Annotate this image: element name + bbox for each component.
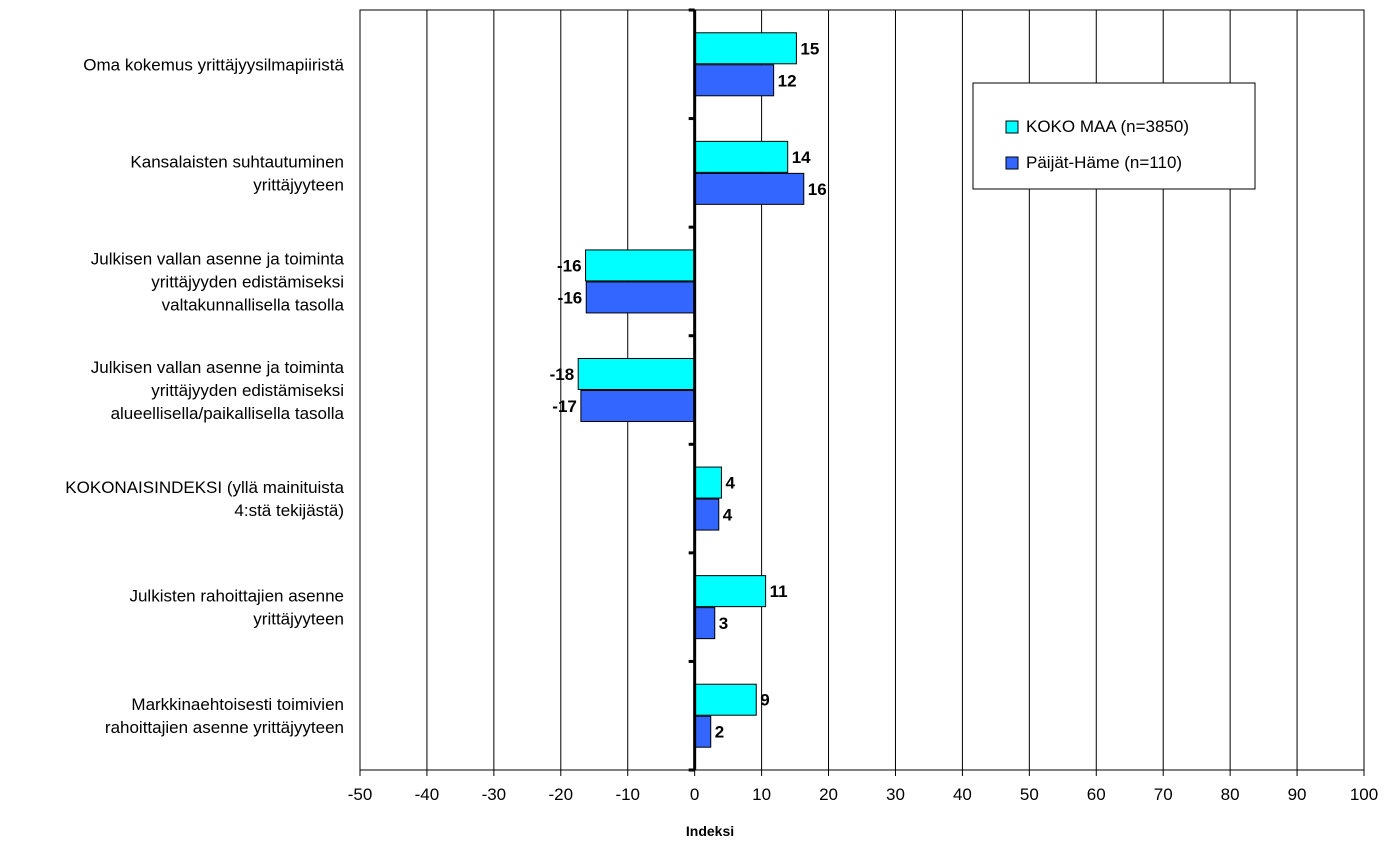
category-label: Oma kokemus yrittäjyysilmapiiristä [83,55,344,74]
x-tick-label: 10 [752,785,771,804]
data-label: 12 [778,71,797,90]
data-label: -16 [557,256,582,275]
x-tick-label: 40 [953,785,972,804]
zero-axis [688,8,697,772]
x-tick-label: 50 [1020,785,1039,804]
bar [694,64,775,97]
bar [577,358,696,390]
category-label: Julkisten rahoittajien asenne yrittäjyyte… [129,587,344,629]
x-axis-ticks: -50 -40 -30 -20 -10 0 10 20 30 40 50 60 70 80 90 100 [348,770,1378,804]
bar [694,172,805,205]
x-tick-label: 80 [1221,785,1240,804]
bar [694,498,720,531]
data-label: 4 [723,506,733,525]
bar [694,32,797,65]
x-tick-label: -20 [549,785,574,804]
x-tick-label: -50 [348,785,373,804]
bar [694,715,712,748]
bar [585,249,696,282]
x-tick-label: 60 [1087,785,1106,804]
legend-swatch [1005,120,1019,134]
data-label: 4 [725,474,735,493]
legend: KOKO MAA (n=3850) Päijät-Häme (n=110) [972,82,1256,190]
x-tick-label: -40 [415,785,440,804]
x-tick-label: -10 [615,785,640,804]
bars [577,32,805,748]
data-label: -17 [552,397,577,416]
bar [694,607,716,640]
category-label: Julkisen vallan asenne ja toiminta yrittä… [91,358,345,423]
x-tick-label: 30 [886,785,905,804]
category-label: KOKONAISINDEKSI (yllä mainituista 4:stä t… [65,478,344,520]
x-tick-label: 90 [1288,785,1307,804]
x-tick-label: -30 [482,785,507,804]
legend-box [972,82,1256,190]
category-labels: Oma kokemus yrittäjyysilmapiiristä Kansal… [65,55,344,737]
legend-label: KOKO MAA (n=3850) [1026,117,1189,136]
data-label: 11 [770,582,788,601]
bar [694,575,767,608]
legend-label: Päijät-Häme (n=110) [1026,153,1182,172]
data-label: 14 [792,148,811,167]
data-label: -18 [550,365,575,384]
category-label: Kansalaisten suhtautuminen yrittäjyyteen [130,152,344,194]
bar [585,281,696,314]
data-label: 16 [808,180,827,199]
x-tick-label: 0 [690,785,699,804]
data-label: 3 [719,614,728,633]
legend-swatch [1005,156,1019,170]
category-label: Markkinaehtoisesti toimivien rahoittajien… [105,695,344,737]
bar [694,140,789,173]
bar [694,466,722,499]
bar [580,390,696,422]
category-label: Julkisen vallan asenne ja toiminta yrittä… [91,249,345,314]
bar [694,683,757,716]
x-tick-label: 100 [1350,785,1378,804]
data-label: 9 [760,691,769,710]
x-tick-label: 70 [1154,785,1173,804]
x-axis-title: Indeksi [686,823,734,839]
data-label: 2 [715,723,724,742]
x-tick-label: 20 [819,785,838,804]
data-label: -16 [558,288,583,307]
data-label: 15 [800,39,819,58]
